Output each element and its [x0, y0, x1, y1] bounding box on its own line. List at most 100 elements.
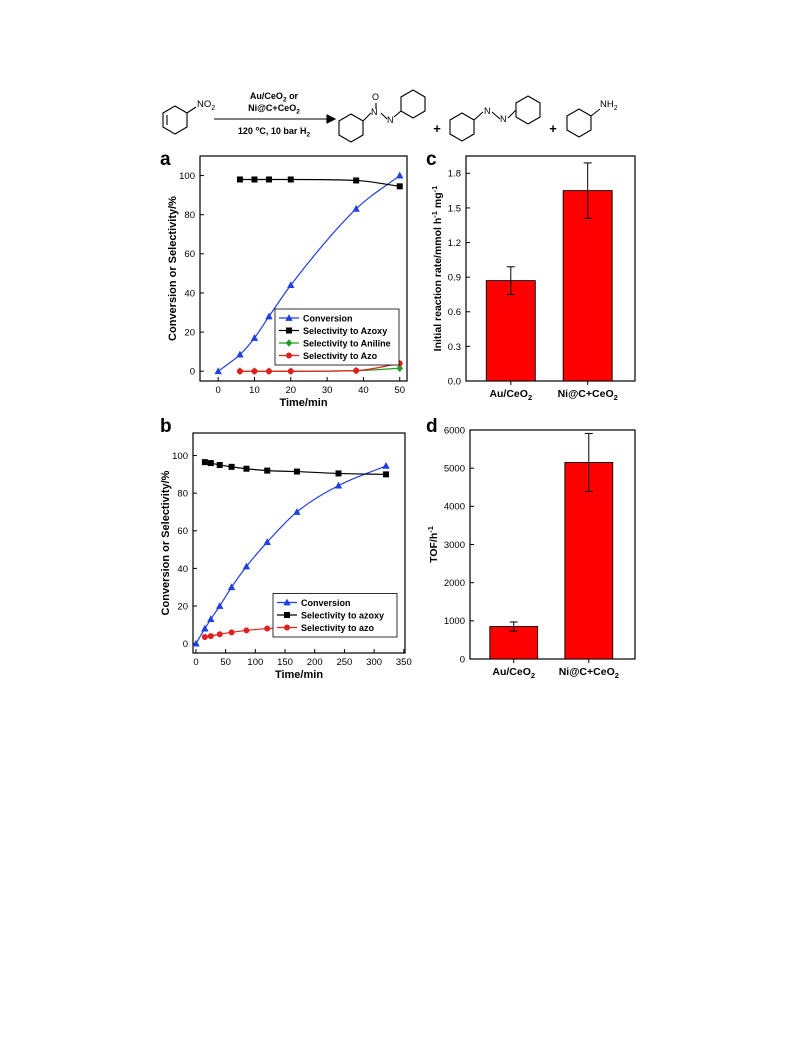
azo-bond-2 — [507, 109, 517, 119]
x-axis-label: Time/min — [275, 669, 323, 681]
nitrobenzene-bond-to-no2 — [186, 106, 197, 114]
azoxy-bond-nn — [380, 112, 388, 120]
data-point-square — [236, 176, 243, 183]
legend-marker-diamond — [285, 339, 293, 347]
y-tick-label: 60 — [177, 526, 188, 537]
plot-frame — [199, 155, 408, 382]
x-tick-label: 40 — [358, 385, 369, 396]
x-category-label: Ni@C+CeO2 — [559, 666, 619, 680]
x-tick-label: 300 — [366, 657, 382, 668]
y-tick-label: 80 — [177, 489, 188, 500]
y-tick-label: 100 — [172, 451, 188, 462]
azo-n1-label: N — [484, 106, 491, 116]
data-point-triangle — [250, 334, 259, 341]
x-tick-label: 250 — [336, 657, 352, 668]
x-tick-label: 30 — [322, 385, 333, 396]
y-tick-label: 80 — [184, 210, 195, 221]
plus-sign-1: + — [433, 121, 441, 136]
y-axis-label: Conversion or Selectivity/% — [167, 196, 179, 341]
data-point-square — [266, 176, 272, 183]
panel-letter-c: c — [426, 149, 437, 170]
y-tick-label: 4000 — [444, 502, 465, 513]
x-tick-label: 0 — [193, 657, 198, 668]
y-tick-label: 1000 — [444, 616, 465, 627]
x-tick-label: 150 — [277, 657, 293, 668]
data-point-square — [207, 460, 214, 467]
data-point-circle — [236, 368, 243, 375]
y-tick-label: 40 — [184, 288, 195, 299]
y-tick-label: 1.2 — [448, 238, 461, 249]
x-tick-label: 100 — [247, 657, 263, 668]
data-point-square — [201, 459, 208, 466]
data-point-circle — [266, 368, 272, 375]
y-tick-label: 0.3 — [448, 342, 461, 353]
azo-ring-right — [515, 95, 541, 125]
aniline-group-label: NH2 — [600, 99, 618, 112]
data-point-triangle — [236, 350, 244, 358]
y-tick-label: 20 — [177, 601, 188, 612]
data-point-triangle — [192, 639, 200, 647]
x-tick-label: 200 — [307, 657, 323, 668]
data-point-square — [335, 470, 342, 477]
data-point-circle — [228, 629, 235, 636]
legend-label: Selectivity to azoxy — [301, 610, 384, 620]
data-point-square — [396, 183, 403, 190]
x-tick-label: 0 — [216, 385, 221, 396]
y-tick-label: 1.5 — [448, 203, 461, 214]
data-point-triangle — [242, 562, 251, 570]
chart-a-conversion-selectivity: 0 10 20 30 40 50 0 20 40 60 80 100 Time/min Conversio… — [167, 155, 408, 409]
data-point-square — [353, 177, 360, 184]
azo-bond-nn — [491, 111, 501, 120]
series-line-selectivity-to-azoxy — [239, 178, 400, 187]
azoxy-bond-2 — [393, 110, 402, 118]
scheme-labels: NO2 Au/CeO2 or Ni@C+CeO2 120 oC, 10 bar … — [197, 91, 618, 139]
data-point-triangle — [287, 281, 295, 289]
bar — [562, 190, 613, 382]
catalyst-line-1: Au/CeO2 or — [250, 91, 299, 104]
legend-label: Selectivity to Aniline — [303, 338, 391, 348]
chart-c-initial-rate: 0.0 0.3 0.6 0.9 1.2 1.5 1.8 Au/CeO2 Ni@C+CeO2 Ini… — [430, 155, 636, 402]
legend-marker-triangle — [285, 314, 293, 321]
legend-marker-square — [286, 327, 292, 334]
legend-label: Conversion — [303, 313, 353, 323]
legend-marker-triangle — [283, 598, 291, 606]
aniline-ring — [566, 108, 592, 138]
data-point-diamond — [396, 364, 404, 373]
aniline-bond-to-nh2 — [590, 108, 601, 117]
x-category-label: Ni@C+CeO2 — [558, 388, 618, 402]
y-tick-label: 0.6 — [448, 307, 461, 318]
data-point-square — [251, 176, 258, 183]
y-tick-label: 0 — [460, 654, 465, 665]
y-tick-label: 5000 — [444, 464, 465, 475]
y-tick-label: 0 — [183, 639, 188, 650]
reactant-group-label: NO2 — [197, 99, 215, 112]
data-point-triangle — [352, 204, 360, 212]
series-line-conversion — [195, 465, 387, 644]
panel-letter-b: b — [160, 416, 172, 437]
data-point-triangle — [293, 508, 301, 515]
x-axis-label: Time/min — [279, 397, 327, 409]
plus-sign-2: + — [549, 121, 557, 136]
y-tick-label: 100 — [179, 171, 195, 182]
data-point-circle — [243, 627, 250, 634]
data-point-triangle — [201, 624, 209, 632]
data-point-circle — [201, 634, 208, 641]
data-point-triangle — [263, 538, 271, 545]
x-tick-label: 50 — [394, 385, 405, 396]
data-point-square — [293, 468, 300, 475]
x-category-label: Au/CeO2 — [492, 666, 535, 680]
x-category-label: Au/CeO2 — [489, 388, 532, 402]
legend-marker-circle — [284, 624, 290, 631]
x-tick-label: 20 — [286, 385, 297, 396]
azo-ring-left — [449, 112, 475, 142]
data-point-triangle — [334, 481, 343, 489]
azoxy-ring-right — [400, 89, 426, 119]
y-tick-label: 0.9 — [448, 273, 461, 284]
legend-marker-circle — [286, 352, 292, 359]
data-point-triangle — [396, 171, 404, 179]
catalyst-line-2: Ni@C+CeO2 — [248, 103, 300, 116]
y-tick-label: 60 — [184, 249, 195, 260]
data-point-triangle — [216, 602, 224, 609]
y-tick-label: 1.8 — [448, 169, 461, 180]
